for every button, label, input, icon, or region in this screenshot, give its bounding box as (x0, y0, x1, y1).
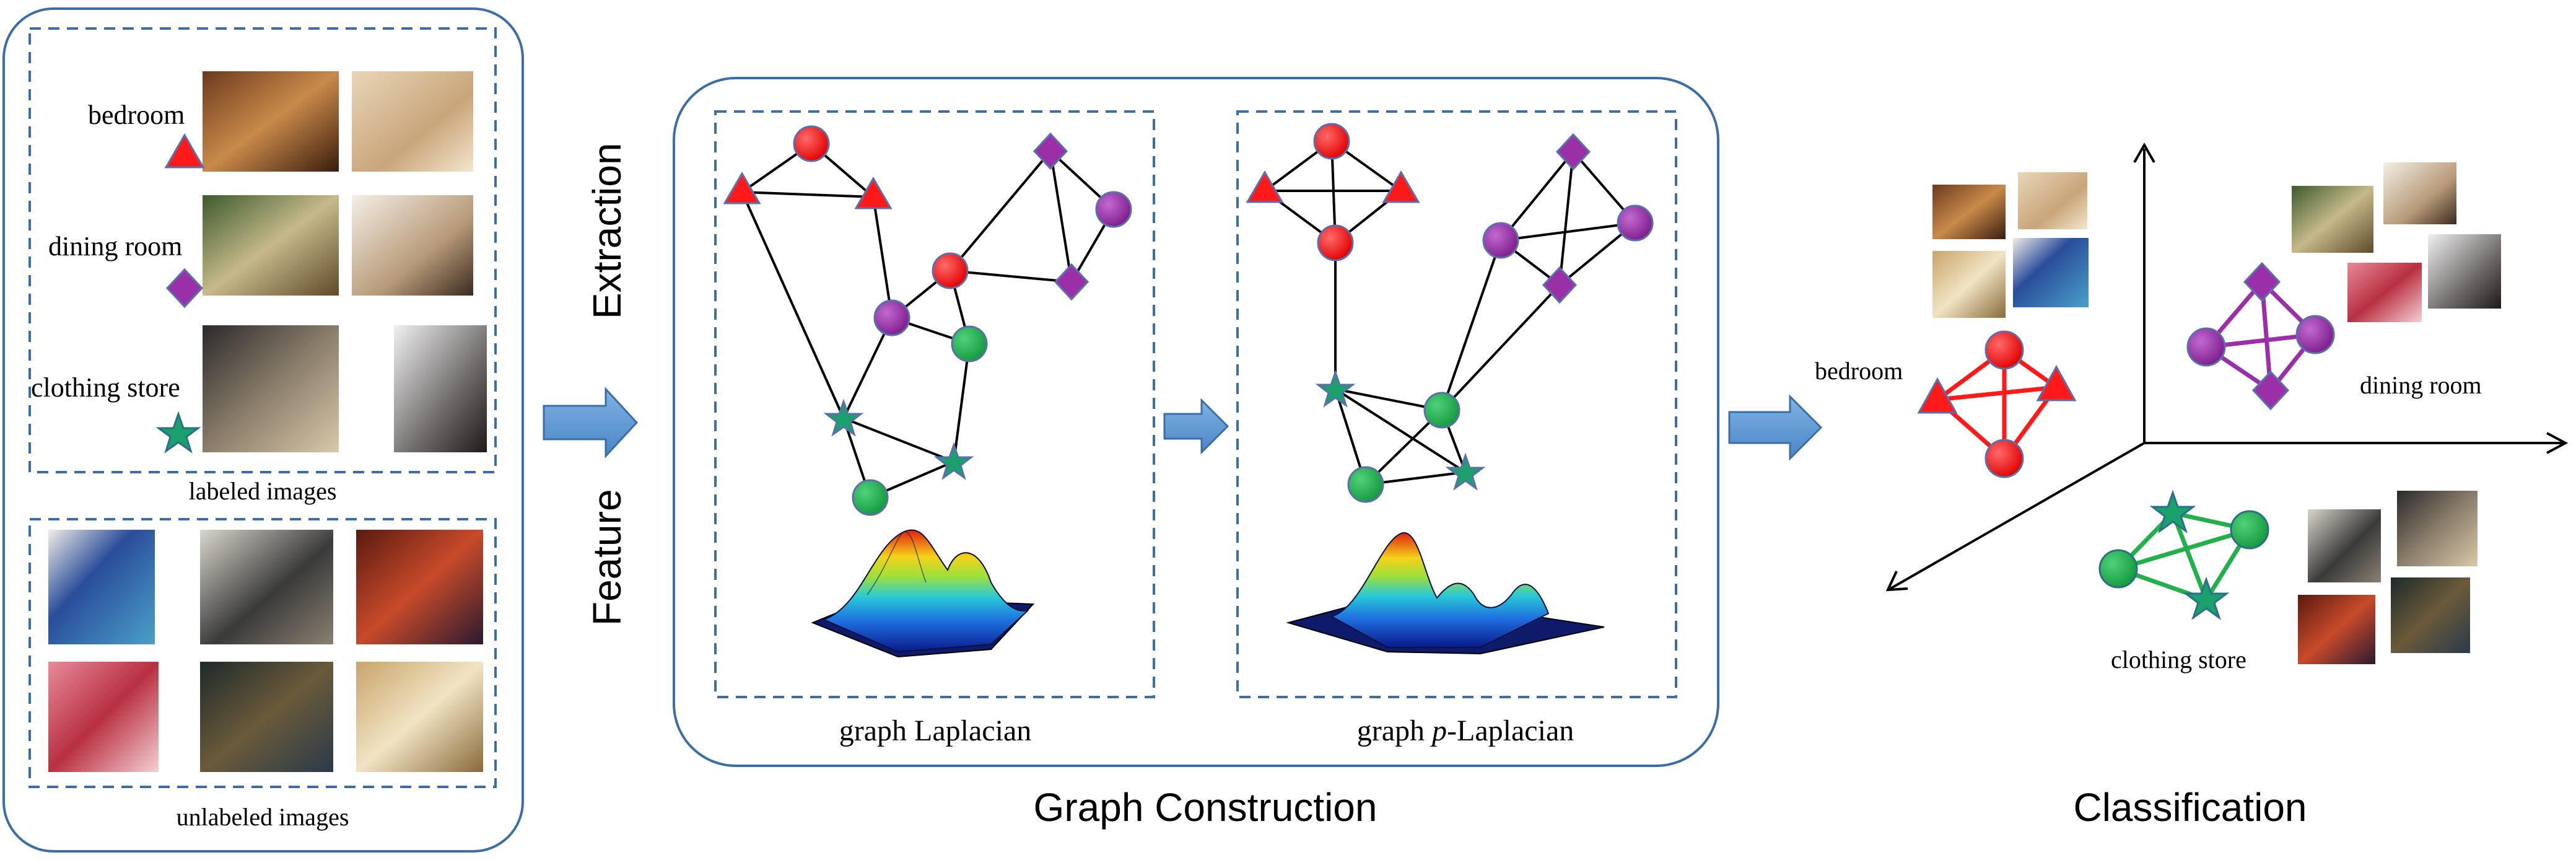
cluster-label-bedroom: bedroom (1815, 357, 1903, 385)
store-photo-1 (203, 325, 339, 452)
images-panel (2, 7, 524, 853)
unlabeled-photo-3 (356, 530, 483, 644)
unlabeled-images-box (28, 518, 497, 788)
arrow-to-graph (543, 387, 639, 459)
cluster-label-clothing-store: clothing store (2111, 646, 2246, 674)
laplacian-graph-edges (741, 143, 1115, 499)
cluster-label-dining-room: dining room (2360, 371, 2482, 399)
cluster-store-photo-3 (2298, 595, 2375, 664)
bedroom-triangle-icon (164, 133, 205, 169)
cluster-bedroom-photo-3 (1932, 251, 2006, 318)
dining-cluster-graph (2186, 261, 2335, 411)
arrow-to-p-laplacian (1163, 398, 1229, 455)
laplacian-surface (811, 529, 1035, 658)
unlabeled-photo-4 (48, 662, 159, 772)
cluster-store-photo-4 (2391, 577, 2470, 653)
caption-graph-laplacian: graph Laplacian (839, 714, 1032, 747)
cluster-bedroom-photo-1 (1932, 185, 2006, 239)
unlabeled-photo-5 (200, 662, 333, 772)
label-extraction: Extraction (585, 143, 629, 319)
store-cluster-graph (2098, 489, 2269, 620)
dining-diamond-icon (165, 268, 204, 309)
p-laplacian-graph-edges (1264, 140, 1636, 486)
cluster-store-photo-1 (2308, 509, 2381, 582)
p-laplacian-surface (1286, 532, 1605, 655)
classification-axes (1885, 142, 2569, 592)
unlabeled-photo-2 (200, 530, 333, 644)
label-clothing-store: clothing store (31, 372, 180, 403)
bedroom-photo-1 (203, 71, 339, 172)
section-title-classification: Classification (2073, 785, 2307, 830)
store-photo-2 (394, 325, 487, 452)
cluster-dining-photo-1 (2292, 186, 2373, 253)
unlabeled-photo-6 (356, 662, 483, 772)
label-feature: Feature (585, 489, 629, 626)
cluster-bedroom-photo-4 (2013, 238, 2089, 307)
arrow-to-classification (1728, 394, 1823, 461)
bedroom-photo-2 (352, 71, 473, 172)
cluster-dining-photo-4 (2428, 234, 2501, 309)
caption-unlabeled-images: unlabeled images (177, 803, 349, 831)
caption-labeled-images: labeled images (189, 477, 337, 505)
cluster-store-photo-2 (2397, 491, 2478, 566)
bedroom-cluster-graph (1917, 330, 2077, 478)
p-laplacian-box (1236, 110, 1677, 698)
cluster-bedroom-photo-2 (2018, 172, 2087, 229)
laplacian-box (714, 110, 1155, 698)
section-title-graph-construction: Graph Construction (1034, 785, 1378, 830)
labeled-images-box (28, 27, 497, 473)
dining-photo-1 (203, 195, 339, 296)
graph-construction-panel (673, 77, 1719, 767)
p-laplacian-graph-nodes (1246, 123, 1654, 503)
cluster-dining-photo-2 (2383, 162, 2456, 224)
unlabeled-photo-1 (48, 530, 155, 644)
label-bedroom: bedroom (88, 100, 185, 130)
dining-photo-2 (352, 195, 473, 296)
store-star-icon (155, 411, 201, 454)
laplacian-graph-nodes (723, 125, 1132, 516)
cluster-dining-photo-3 (2347, 263, 2422, 322)
label-dining-room: dining room (48, 231, 182, 261)
caption-graph-p-laplacian: graph p-Laplacian (1357, 714, 1574, 747)
